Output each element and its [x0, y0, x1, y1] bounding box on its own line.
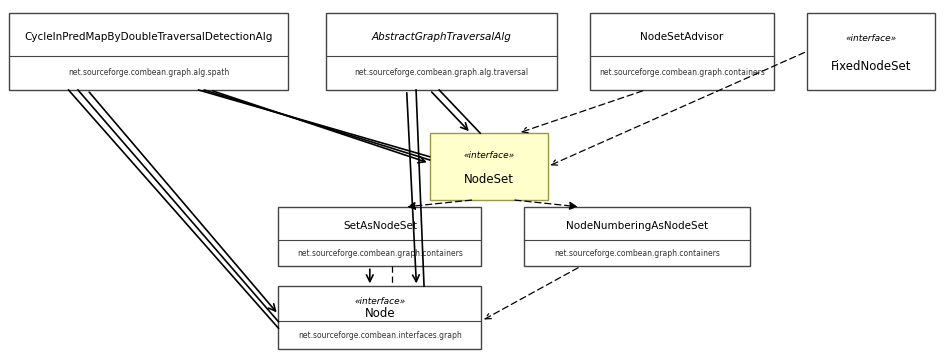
FancyBboxPatch shape	[278, 207, 481, 266]
Text: net.sourceforge.combean.graph.containers: net.sourceforge.combean.graph.containers	[554, 249, 720, 258]
FancyBboxPatch shape	[524, 207, 750, 266]
Text: «interface»: «interface»	[845, 33, 897, 42]
Text: CycleInPredMapByDoubleTraversalDetectionAlg: CycleInPredMapByDoubleTraversalDetection…	[25, 32, 273, 42]
Text: NodeNumberingAsNodeSet: NodeNumberingAsNodeSet	[566, 221, 708, 231]
FancyBboxPatch shape	[278, 286, 481, 349]
Text: «interface»: «interface»	[463, 151, 514, 160]
FancyBboxPatch shape	[9, 13, 288, 90]
Text: AbstractGraphTraversalAlg: AbstractGraphTraversalAlg	[371, 32, 512, 42]
Text: «interface»: «interface»	[354, 297, 406, 306]
Text: net.sourceforge.combean.graph.alg.traversal: net.sourceforge.combean.graph.alg.traver…	[354, 68, 529, 77]
Text: FixedNodeSet: FixedNodeSet	[831, 60, 911, 73]
Text: net.sourceforge.combean.graph.containers: net.sourceforge.combean.graph.containers	[599, 68, 765, 77]
FancyBboxPatch shape	[590, 13, 774, 90]
FancyBboxPatch shape	[807, 13, 935, 90]
Text: NodeSetAdvisor: NodeSetAdvisor	[640, 32, 724, 42]
Text: net.sourceforge.combean.interfaces.graph: net.sourceforge.combean.interfaces.graph	[298, 331, 462, 340]
FancyBboxPatch shape	[326, 13, 557, 90]
Text: net.sourceforge.combean.graph.containers: net.sourceforge.combean.graph.containers	[297, 249, 463, 258]
Text: net.sourceforge.combean.graph.alg.spath: net.sourceforge.combean.graph.alg.spath	[68, 68, 229, 77]
Text: SetAsNodeSet: SetAsNodeSet	[343, 221, 417, 231]
Text: Node: Node	[364, 307, 396, 320]
Text: NodeSet: NodeSet	[464, 173, 514, 186]
FancyBboxPatch shape	[430, 133, 548, 200]
